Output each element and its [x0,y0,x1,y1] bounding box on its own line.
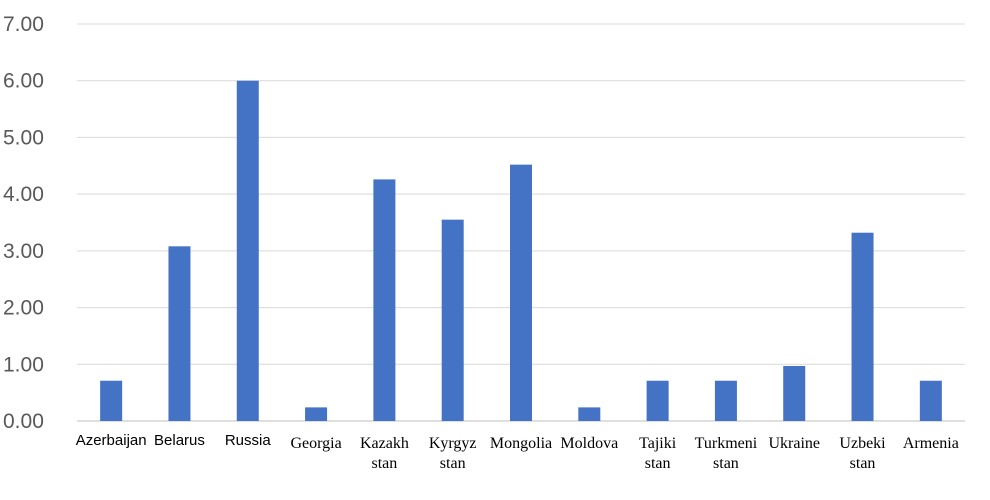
x-tick-label-line: Belarus [154,432,205,449]
x-tick-label-line: stan [440,455,466,472]
y-tick-label: 7.00 [3,13,44,36]
x-tick-label-line: Moldova [560,435,618,452]
x-tick-label-kazakhstan: Kazakh stan [360,435,409,472]
bar-azerbaijan [100,380,123,421]
y-tick-label: 3.00 [3,240,44,263]
x-tick-label-armenia: Armenia [903,435,959,452]
x-tick-label-line: Turkmeni [695,435,758,452]
x-tick-label-russia: Russia [225,432,272,449]
y-axis-ticks: 0.00 1.00 2.00 3.00 4.00 5.00 6.00 7.00 [3,13,44,433]
x-tick-label-line: Kazakh [360,435,409,452]
bar-uzbekistan [851,232,874,421]
x-tick-label-line: stan [371,455,397,472]
x-tick-label-line: Azerbaijan [76,432,147,449]
bar-russia [236,80,259,421]
x-tick-label-kyrgyzstan: Kyrgyz stan [429,435,477,472]
y-tick-label: 2.00 [3,297,44,320]
x-tick-label-line: Mongolia [490,435,552,452]
bar-ukraine [783,365,806,421]
x-tick-label-line: stan [713,455,739,472]
x-axis-ticks: Azerbaijan Belarus Russia Georgia Kazakh stan… [76,432,959,472]
x-tick-label-tajikistan: Tajiki stan [639,435,677,472]
y-tick-label: 5.00 [3,126,44,149]
x-tick-label-line: stan [645,455,671,472]
bar-moldova [578,407,601,421]
x-tick-label-ukraine: Ukraine [768,435,820,452]
bar-mongolia [510,164,532,421]
y-tick-label: 6.00 [3,70,44,93]
bar-kyrgyzstan [441,219,464,421]
x-tick-label-moldova: Moldova [560,435,618,452]
bar-tajikistan [646,380,669,421]
x-tick-label-mongolia: Mongolia [490,435,552,452]
x-tick-label-line: Russia [225,432,272,449]
x-tick-label-line: Georgia [290,435,341,452]
y-tick-label: 0.00 [3,410,44,433]
x-tick-label-line: Uzbeki [839,435,886,452]
bar-turkmenistan [714,380,737,421]
x-tick-label-line: Armenia [903,435,959,452]
x-tick-label-line: stan [850,455,876,472]
x-tick-label-line: Tajiki [639,435,677,452]
bars [100,80,942,421]
bar-kazakhstan [373,179,396,421]
bar-belarus [168,246,191,421]
x-tick-label-belarus: Belarus [154,432,205,449]
bar-armenia [919,380,942,421]
y-tick-label: 4.00 [3,183,44,206]
y-tick-label: 1.00 [3,353,44,376]
x-tick-label-georgia: Georgia [290,435,341,452]
x-tick-label-uzbekistan: Uzbeki stan [839,435,886,472]
bar-georgia [305,407,328,421]
x-tick-label-turkmenistan: Turkmeni stan [695,435,758,472]
x-tick-label-line: Kyrgyz [429,435,477,452]
x-tick-label-azerbaijan: Azerbaijan [76,432,147,449]
x-tick-label-line: Ukraine [768,435,820,452]
